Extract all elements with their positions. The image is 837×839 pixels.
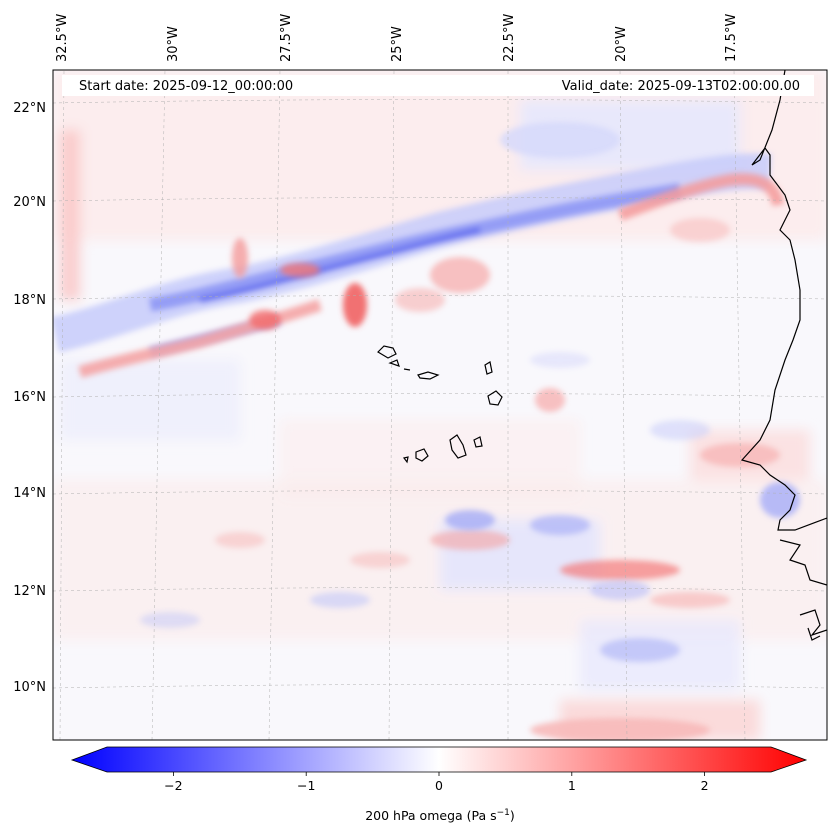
map-frame xyxy=(52,69,828,741)
lat-label: 10°N xyxy=(13,680,46,695)
colorbar-title-main: 200 hPa omega (Pa s xyxy=(365,808,496,823)
date-banner xyxy=(62,75,814,96)
lat-label: 18°N xyxy=(13,293,46,308)
latitude-labels: 22°N 20°N 18°N 16°N 14°N 12°N 10°N xyxy=(13,101,46,695)
graticule xyxy=(53,70,827,740)
map-panel: Start date: 2025-09-12_00:00:00 Valid_da… xyxy=(52,69,828,741)
lon-label: 20°W xyxy=(614,26,629,62)
lon-label: 32.5°W xyxy=(55,14,70,62)
colorbar-tick-label: 1 xyxy=(568,778,576,793)
lat-label: 12°N xyxy=(13,584,46,599)
omega-field xyxy=(53,70,827,740)
colorbar-body xyxy=(70,746,808,773)
colorbar-title-end: ) xyxy=(510,808,515,823)
cape-verde-boa-vista xyxy=(487,390,503,406)
colorbar-tick-label: −1 xyxy=(297,778,315,793)
valid-date-label: Valid_date: 2025-09-13T02:00:00.00 xyxy=(562,79,800,94)
colorbar: −2 −1 0 1 2 200 hPa omega (Pa s−1) xyxy=(70,746,808,823)
african-coast xyxy=(740,70,827,531)
gambia-guinea-coast xyxy=(779,539,827,641)
cape-verde-fogo xyxy=(415,448,429,462)
lat-label: 14°N xyxy=(13,486,46,501)
cape-verde-santiago xyxy=(449,434,467,459)
colorbar-title: 200 hPa omega (Pa s−1) xyxy=(365,808,515,823)
lon-label: 22.5°W xyxy=(502,14,517,62)
colorbar-tick-label: 0 xyxy=(435,778,443,793)
cape-verde-sao-vicente xyxy=(388,359,400,367)
cape-verde-santo-antao xyxy=(377,345,397,359)
lon-label: 17.5°W xyxy=(724,14,739,62)
lon-label: 25°W xyxy=(390,26,405,62)
colorbar-title-exponent: −1 xyxy=(497,808,510,818)
lat-label: 16°N xyxy=(13,390,46,405)
lat-label: 22°N xyxy=(13,101,46,116)
lon-label: 27.5°W xyxy=(279,14,294,62)
start-date-label: Start date: 2025-09-12_00:00:00 xyxy=(79,79,293,94)
colorbar-tick-label: −2 xyxy=(164,778,182,793)
cape-verde-sal xyxy=(484,361,493,375)
cape-verde-brava xyxy=(402,456,409,464)
coastline xyxy=(377,70,827,641)
longitude-labels: 32.5°W 30°W 27.5°W 25°W 22.5°W 20°W 17.5… xyxy=(55,14,739,62)
colorbar-ticks: −2 −1 0 1 2 xyxy=(164,772,709,793)
colorbar-tick-label: 2 xyxy=(701,778,709,793)
cape-verde-santa-luzia xyxy=(403,368,411,371)
cape-verde-maio xyxy=(473,436,483,448)
lat-label: 20°N xyxy=(13,195,46,210)
lon-label: 30°W xyxy=(166,26,181,62)
cape-verde-sao-nicolau xyxy=(417,371,440,380)
